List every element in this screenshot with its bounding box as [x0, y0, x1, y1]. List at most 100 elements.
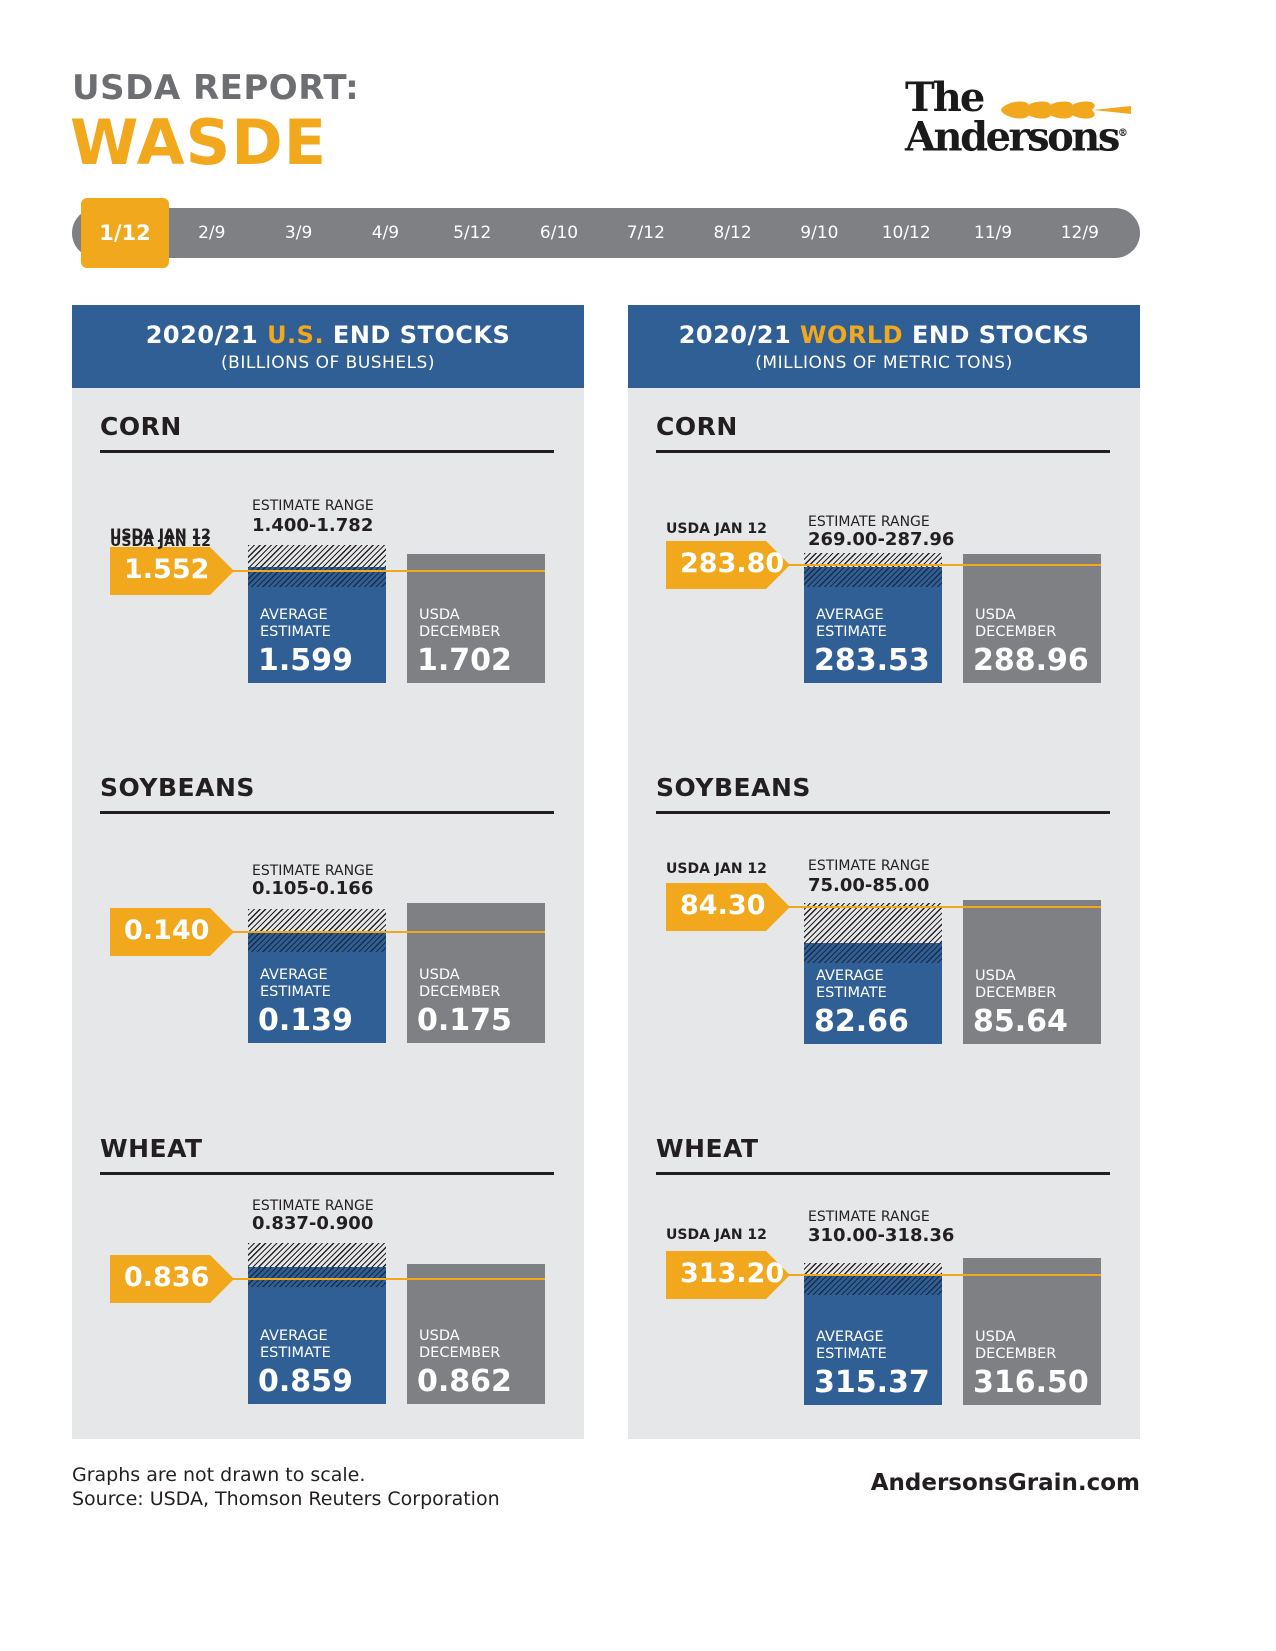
- usda-december-bar: [407, 1264, 545, 1404]
- commodity-rule: [656, 811, 1110, 814]
- estimate-range-label: ESTIMATE RANGE: [808, 1209, 930, 1225]
- usda-december-bar: [963, 554, 1101, 683]
- report-kicker: USDA REPORT:: [72, 68, 360, 108]
- estimate-range-band-inner: [248, 932, 386, 952]
- estimate-range-band: [804, 553, 942, 567]
- average-estimate-value: 1.599: [258, 643, 353, 678]
- estimate-range-band-inner: [248, 1267, 386, 1287]
- estimate-range-value: 1.400-1.782: [252, 515, 374, 536]
- estimate-range-value: 0.105-0.166: [252, 878, 374, 899]
- usda-jan12-marker: [666, 541, 790, 589]
- panel-header: 2020/21 WORLD END STOCKS (MILLIONS OF ME…: [628, 305, 1140, 388]
- usda-december-label-2: DECEMBER: [975, 624, 1057, 640]
- estimate-range-value: 310.00-318.36: [808, 1225, 955, 1246]
- timeline-date[interactable]: 10/12: [881, 223, 931, 243]
- timeline-date[interactable]: 12/9: [1060, 223, 1099, 243]
- usda-december-label: USDA: [975, 968, 1016, 984]
- panel-subtitle: (MILLIONS OF METRIC TONS): [755, 353, 1013, 373]
- estimate-range-label: ESTIMATE RANGE: [252, 1198, 374, 1214]
- usda-december-value: 316.50: [973, 1365, 1089, 1400]
- average-estimate-value: 0.859: [258, 1364, 353, 1399]
- wheat-icon: [1001, 101, 1131, 119]
- report-date-timeline: 2/9 3/9 4/9 5/12 6/10 7/12 8/12 9/10 10/12 11/9 12…: [72, 208, 1140, 258]
- commodity-rule: [656, 450, 1110, 453]
- average-estimate-bar: [804, 1275, 942, 1405]
- timeline-date[interactable]: 4/9: [371, 223, 400, 243]
- estimate-range-band-inner: [248, 567, 386, 587]
- estimate-range-band: [248, 1243, 386, 1267]
- usda-jan12-value: 1.552: [124, 554, 210, 585]
- usda-december-bar: [407, 554, 545, 683]
- usda-december-label-2: DECEMBER: [975, 1346, 1057, 1362]
- report-title: WASDE: [70, 106, 328, 179]
- panel-title: 2020/21 U.S. END STOCKS: [145, 321, 511, 349]
- panel-subtitle: (BILLIONS OF BUSHELS): [221, 353, 435, 373]
- commodity-title: CORN: [100, 412, 182, 441]
- timeline-date[interactable]: 2/9: [198, 223, 226, 243]
- usda-jan12-label: USDA JAN 12: [110, 527, 211, 543]
- commodity-title: SOYBEANS: [656, 773, 811, 802]
- usda-december-label-2: DECEMBER: [419, 984, 501, 1000]
- timeline-date[interactable]: 8/12: [713, 223, 752, 243]
- usda-jan12-label: USDA JAN 12: [110, 527, 211, 543]
- usda-jan12-label: USDA JAN 12: [110, 534, 211, 550]
- timeline-date-active[interactable]: 1/12: [81, 198, 169, 268]
- panel-title: 2020/21 WORLD END STOCKS: [678, 321, 1090, 349]
- usda-jan12-value: 84.30: [680, 890, 766, 921]
- estimate-range-band: [804, 903, 942, 943]
- usda-jan12-marker: [110, 547, 234, 595]
- estimate-range-band: [804, 1263, 942, 1275]
- timeline-date[interactable]: 5/12: [453, 223, 492, 243]
- timeline-date[interactable]: 6/10: [539, 223, 579, 243]
- timeline-date[interactable]: 3/9: [284, 223, 313, 243]
- usda-jan12-line: [232, 1278, 545, 1280]
- usda-jan12-label: USDA JAN 12: [666, 861, 767, 877]
- average-estimate-label-2: ESTIMATE: [816, 624, 887, 640]
- average-estimate-bar: [248, 1267, 386, 1404]
- estimate-range-band-inner: [804, 1275, 942, 1295]
- timeline-date[interactable]: 9/10: [800, 223, 839, 243]
- usda-jan12-value: 0.836: [124, 1262, 210, 1293]
- estimate-range-band-inner: [804, 567, 942, 587]
- usda-jan12-marker: [110, 908, 234, 956]
- usda-jan12-marker: [110, 1255, 234, 1303]
- estimate-range-band-inner: [804, 943, 942, 963]
- average-estimate-value: 82.66: [814, 1004, 909, 1039]
- source-note: Source: USDA, Thomson Reuters Corporatio…: [72, 1488, 500, 1510]
- timeline-date[interactable]: 11/9: [973, 223, 1013, 243]
- estimate-range-label: ESTIMATE RANGE: [808, 858, 930, 874]
- commodity-rule: [100, 450, 554, 453]
- estimate-range-label: ESTIMATE RANGE: [808, 514, 930, 530]
- usda-december-label: USDA: [419, 967, 460, 983]
- commodity-title: WHEAT: [656, 1134, 759, 1163]
- footnote: Graphs are not drawn to scale. Source: U…: [72, 1463, 500, 1511]
- average-estimate-label: AVERAGE: [816, 968, 884, 984]
- usda-jan12-value: 0.140: [124, 915, 210, 946]
- website-link[interactable]: AndersonsGrain.com: [870, 1470, 1140, 1496]
- usda-december-label-2: DECEMBER: [419, 1345, 501, 1361]
- average-estimate-label: AVERAGE: [260, 1328, 328, 1344]
- world-end-stocks-panel: 2020/21 WORLD END STOCKS (MILLIONS OF ME…: [628, 305, 1140, 1439]
- timeline-date[interactable]: 7/12: [626, 223, 665, 243]
- average-estimate-value: 315.37: [814, 1365, 930, 1400]
- usda-jan12-line: [788, 906, 1101, 908]
- estimate-range-value: 0.837-0.900: [252, 1213, 374, 1234]
- usda-december-value: 1.702: [417, 643, 512, 678]
- usda-jan12-line: [232, 931, 545, 933]
- usda-jan12-line: [788, 1274, 1101, 1276]
- usda-december-label-2: DECEMBER: [419, 624, 501, 640]
- average-estimate-label-2: ESTIMATE: [260, 1345, 331, 1361]
- usda-jan12-value: 283.80: [680, 548, 785, 579]
- estimate-range-label: ESTIMATE RANGE: [252, 863, 374, 879]
- usda-jan12-line: [232, 570, 545, 572]
- average-estimate-value: 283.53: [814, 643, 930, 678]
- commodity-title: SOYBEANS: [100, 773, 255, 802]
- usda-jan12-value: 313.20: [680, 1258, 785, 1289]
- commodity-rule: [100, 811, 554, 814]
- commodity-rule: [100, 1172, 554, 1175]
- usda-december-value: 288.96: [973, 643, 1089, 678]
- usda-december-label-2: DECEMBER: [975, 985, 1057, 1001]
- usda-december-value: 0.175: [417, 1003, 512, 1038]
- estimate-range-value: 75.00-85.00: [808, 875, 930, 896]
- estimate-range-value: 269.00-287.96: [808, 529, 955, 550]
